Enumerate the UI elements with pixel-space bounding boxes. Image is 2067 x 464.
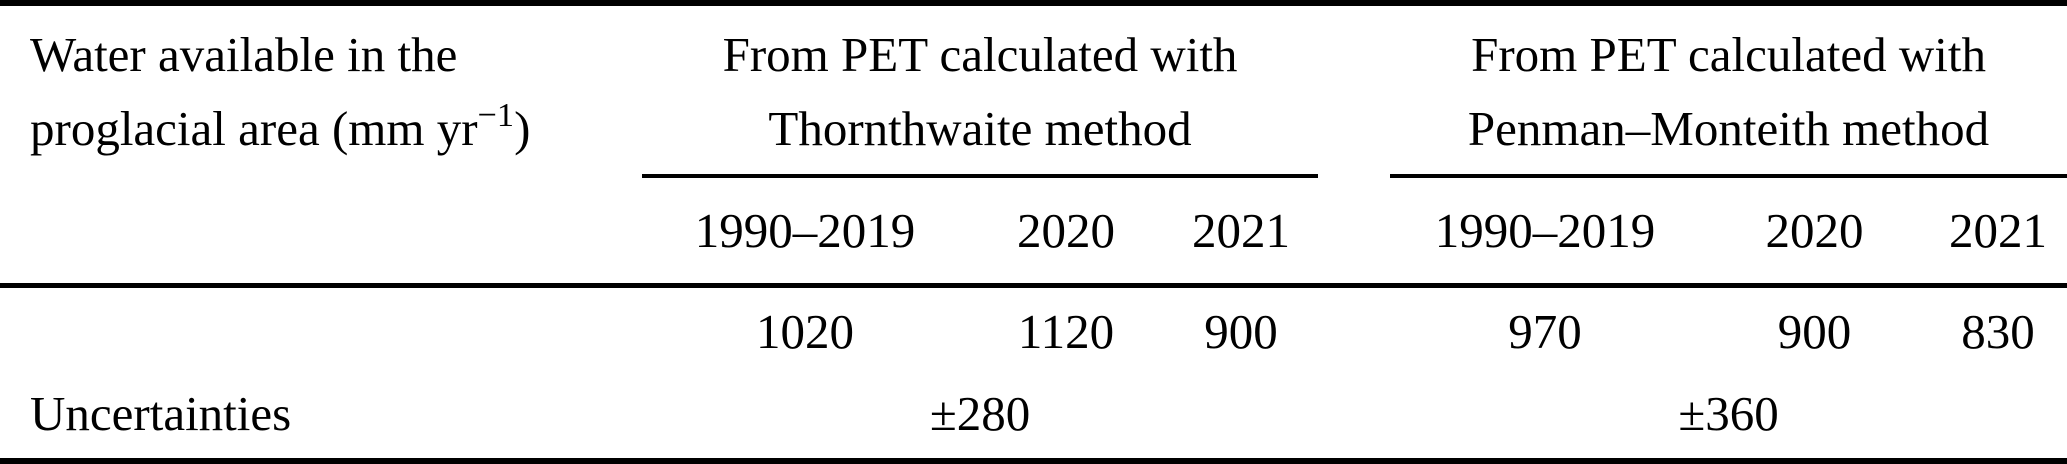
year-header-penman-2020: 2020 <box>1700 176 1930 288</box>
row-header-unit-prefix: proglacial area (mm yr <box>30 101 478 156</box>
group-header-penman-monteith: From PET calculated with Penman–Monteith… <box>1390 3 2067 178</box>
uncertainty-penman-monteith: ±360 <box>1678 385 1779 441</box>
uncertainties-row: Uncertainties ±280 ±360 <box>0 368 2067 461</box>
year-header-thornthwaite-2020: 2020 <box>968 176 1164 288</box>
year-header-thornthwaite-1990-2019: 1990–2019 <box>642 176 968 288</box>
value-penman-2020: 900 <box>1777 303 1852 359</box>
values-row: 1020 1120 900 970 900 830 <box>0 286 2067 369</box>
row-header-unit-suffix: ) <box>514 101 531 156</box>
year-header-row: 1990–2019 2020 2021 1990–2019 2020 2021 <box>0 176 2067 288</box>
group-header-penman-monteith-line1: From PET calculated with <box>1471 27 1986 82</box>
row-header-line1: Water available in the <box>30 27 458 82</box>
group-gap-cell <box>1318 286 1390 369</box>
group-header-penman-monteith-line2: Penman–Monteith method <box>1467 101 1990 156</box>
row-header-line2: proglacial area (mm yr−1) <box>30 92 642 171</box>
group-header-thornthwaite: From PET calculated with Thornthwaite me… <box>642 3 1319 178</box>
value-thornthwaite-1990-2019: 1020 <box>756 303 854 359</box>
group-gap-cell <box>1318 368 1390 461</box>
year-header-penman-1990-2019: 1990–2019 <box>1390 176 1701 288</box>
group-gap-cell <box>1318 176 1391 288</box>
group-header-thornthwaite-line1: From PET calculated with <box>722 27 1238 82</box>
group-header-thornthwaite-line2: Thornthwaite method <box>768 101 1192 156</box>
uncertainties-row-label: Uncertainties <box>30 385 292 441</box>
values-row-label-empty <box>0 286 642 369</box>
value-penman-2021: 830 <box>1961 303 2035 359</box>
value-thornthwaite-2021: 900 <box>1204 303 1278 359</box>
row-header-unit-superscript: −1 <box>477 96 515 135</box>
value-penman-1990-2019: 970 <box>1508 303 1582 359</box>
year-header-thornthwaite-2021: 2021 <box>1164 176 1319 288</box>
value-thornthwaite-2020: 1120 <box>1017 303 1115 359</box>
group-gap-cell <box>1318 3 1390 176</box>
row-header-cell: Water available in the proglacial area (… <box>0 3 642 288</box>
group-header-row: Water available in the proglacial area (… <box>0 3 2067 288</box>
uncertainty-thornthwaite: ±280 <box>929 385 1031 441</box>
year-header-penman-2021: 2021 <box>1929 176 2067 288</box>
